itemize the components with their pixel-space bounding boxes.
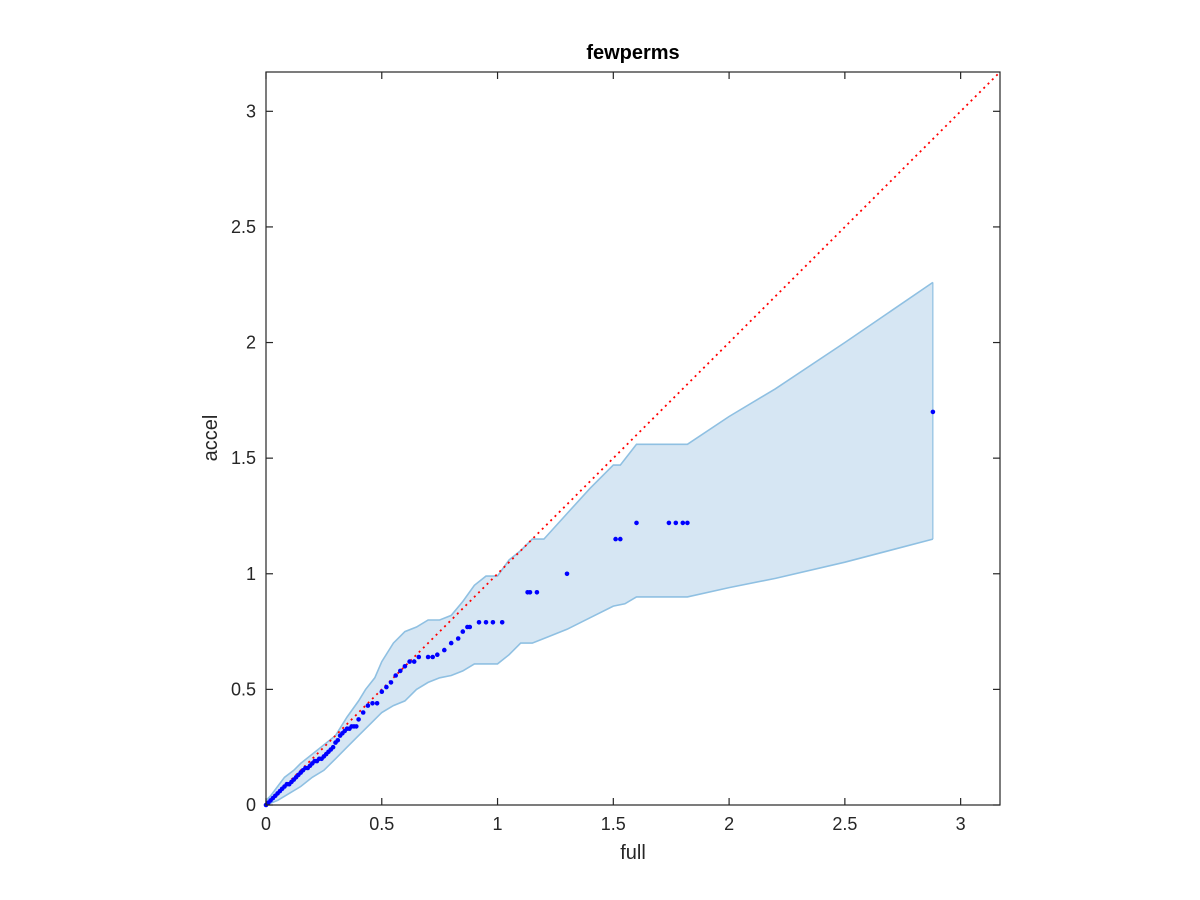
x-tick-label: 3 xyxy=(956,814,966,834)
x-tick-label: 2.5 xyxy=(832,814,857,834)
x-tick-label: 1 xyxy=(493,814,503,834)
data-point xyxy=(483,620,489,625)
data-point xyxy=(685,520,690,526)
data-point xyxy=(666,520,672,526)
data-point xyxy=(467,624,473,630)
data-point xyxy=(370,701,375,706)
data-point xyxy=(384,684,389,690)
data-point xyxy=(407,659,412,664)
data-point xyxy=(411,659,417,664)
data-point xyxy=(618,536,623,542)
data-point xyxy=(388,680,394,685)
data-point xyxy=(930,409,936,415)
data-point xyxy=(430,654,436,660)
band-fill xyxy=(266,282,933,805)
data-point xyxy=(365,703,371,708)
data-points xyxy=(263,409,936,808)
y-tick-label: 1 xyxy=(246,564,256,584)
data-point xyxy=(613,536,618,542)
data-point xyxy=(490,620,496,625)
band-lower-edge xyxy=(265,538,934,806)
x-axis-title: full xyxy=(620,842,646,864)
x-tick-label: 1.5 xyxy=(601,814,626,834)
band-upper-edge xyxy=(265,281,934,801)
data-point xyxy=(455,636,461,641)
data-point xyxy=(402,664,408,669)
y-tick-label: 1.5 xyxy=(231,448,256,468)
data-point xyxy=(435,652,440,657)
data-point xyxy=(425,654,431,660)
x-tick-label: 0 xyxy=(261,814,271,834)
x-tick-label: 2 xyxy=(724,814,734,834)
axes-box xyxy=(265,71,1001,806)
y-tick-label: 0.5 xyxy=(231,679,256,699)
data-point xyxy=(448,640,454,646)
data-point xyxy=(460,629,466,634)
chart-title: fewperms xyxy=(586,42,679,64)
data-point xyxy=(673,520,679,526)
data-point xyxy=(335,738,341,743)
data-point xyxy=(374,701,380,706)
y-tick-label: 2.5 xyxy=(231,217,256,237)
data-point xyxy=(527,590,533,595)
y-tick-label: 0 xyxy=(246,795,256,815)
data-point xyxy=(416,654,422,660)
data-point xyxy=(634,520,639,526)
data-point xyxy=(393,673,399,678)
x-tick-label: 0.5 xyxy=(369,814,394,834)
axes: 0 0.5 1 1.5 2 2.5 3 0 0.5 1 1.5 2 2.5 3 xyxy=(231,71,1001,834)
data-point xyxy=(356,717,361,722)
y-tick-label: 2 xyxy=(246,333,256,353)
data-point xyxy=(476,620,482,625)
data-point xyxy=(398,668,403,674)
data-point xyxy=(330,744,336,750)
y-tick-label: 3 xyxy=(246,101,256,121)
data-point xyxy=(534,590,540,595)
data-point xyxy=(564,571,570,577)
data-point xyxy=(354,724,359,729)
data-point xyxy=(379,689,385,694)
diagonal-reference-line xyxy=(265,71,1001,806)
reference-line xyxy=(265,71,1001,806)
confidence-band xyxy=(265,281,934,806)
data-point xyxy=(680,520,686,526)
data-point xyxy=(360,710,366,715)
data-point xyxy=(499,620,505,625)
data-point xyxy=(442,647,447,653)
y-axis-title: accel xyxy=(200,415,222,462)
